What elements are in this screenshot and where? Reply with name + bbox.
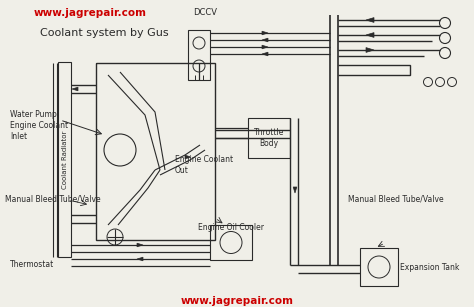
Text: Manual Bleed Tube/Valve: Manual Bleed Tube/Valve	[348, 195, 444, 204]
Polygon shape	[293, 187, 297, 193]
Text: Coolant system by Gus: Coolant system by Gus	[40, 28, 169, 38]
Text: Coolant Radiator: Coolant Radiator	[63, 130, 69, 189]
Polygon shape	[366, 33, 374, 37]
Polygon shape	[262, 45, 268, 49]
Text: www.jagrepair.com: www.jagrepair.com	[181, 296, 293, 306]
Text: Expansion Tank: Expansion Tank	[400, 262, 459, 271]
Text: DCCV: DCCV	[193, 8, 217, 17]
Bar	[188, 30, 210, 80]
Text: Engine Coolant
Out: Engine Coolant Out	[175, 155, 233, 175]
Text: www.jagrepair.com: www.jagrepair.com	[34, 8, 146, 18]
Bar	[248, 118, 290, 158]
Polygon shape	[262, 52, 268, 56]
Text: Engine Oil Cooler: Engine Oil Cooler	[198, 223, 264, 232]
Bar	[360, 248, 398, 286]
Text: Throttle
Body: Throttle Body	[254, 128, 284, 148]
Polygon shape	[185, 155, 191, 159]
Polygon shape	[366, 48, 374, 52]
Polygon shape	[137, 243, 143, 247]
Bar	[210, 225, 252, 260]
Polygon shape	[137, 257, 143, 261]
Text: Thermostat: Thermostat	[10, 260, 54, 269]
Bar	[58, 62, 71, 257]
Polygon shape	[366, 17, 374, 22]
Text: Manual Bleed Tube/Valve: Manual Bleed Tube/Valve	[5, 195, 100, 204]
Polygon shape	[262, 38, 268, 42]
Polygon shape	[72, 87, 78, 91]
Polygon shape	[262, 31, 268, 35]
Text: Water Pump
Engine Coolant
Inlet: Water Pump Engine Coolant Inlet	[10, 110, 68, 141]
